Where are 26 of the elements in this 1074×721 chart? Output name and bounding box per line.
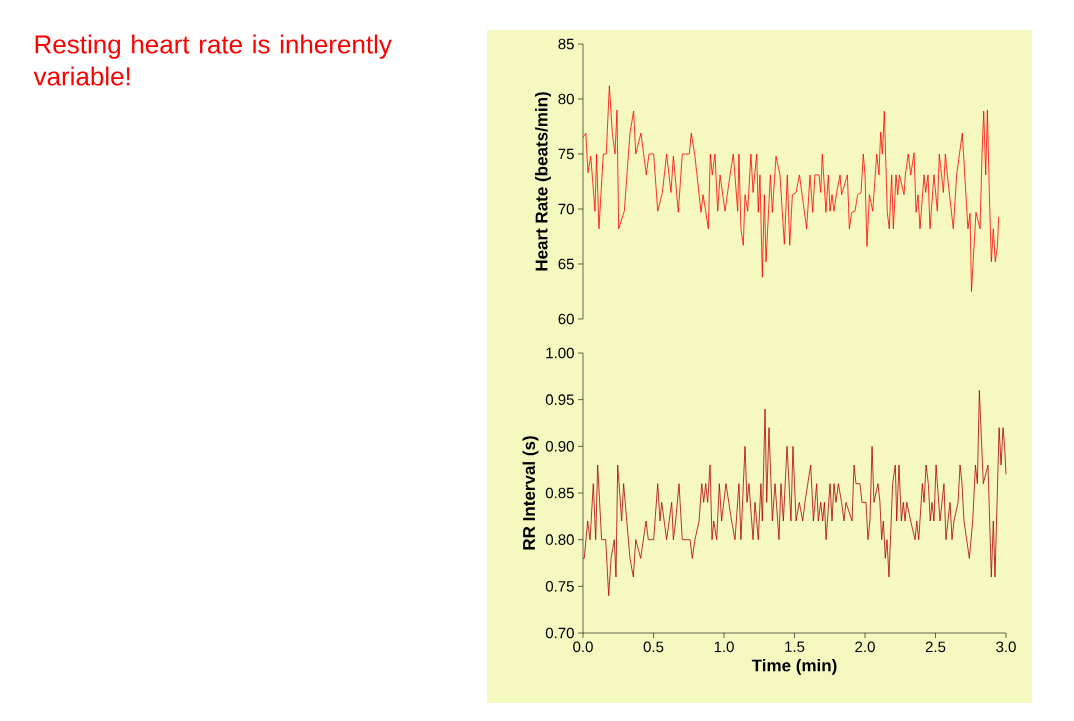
x-tick-label: 3.0 <box>996 641 1016 653</box>
y-tick-label: 0.70 <box>545 627 574 639</box>
x-tick-label: 0.5 <box>643 641 664 653</box>
line-series <box>582 389 1007 597</box>
y-tick-label: 0.90 <box>545 441 574 452</box>
line-series <box>582 85 1000 292</box>
text: Resting heart rate is inherently variable! <box>33 34 392 86</box>
y-tick-label: 0.85 <box>545 487 574 499</box>
x-axis-title: Time (min) <box>751 659 837 675</box>
y-axis-title: RR Interval (s) <box>522 436 539 550</box>
y-tick-label: 0.95 <box>545 394 574 405</box>
y-tick-label: 65 <box>558 258 574 270</box>
y-tick-label: 85 <box>558 38 574 50</box>
x-tick-label: 2.0 <box>855 641 875 653</box>
y-tick-label: 70 <box>558 203 574 215</box>
x-tick-label: 0.0 <box>573 641 593 653</box>
x-tick-label: 1.0 <box>714 641 734 653</box>
y-tick-label: 0.80 <box>545 534 574 545</box>
y-tick-label: 80 <box>558 93 574 105</box>
x-tick-label: 1.5 <box>785 641 805 652</box>
y-tick-label: 0.75 <box>545 581 574 592</box>
y-tick-label: 60 <box>558 313 574 325</box>
y-axis-title: Heart Rate (beats/min) <box>535 92 551 271</box>
y-tick-label: 1.00 <box>546 347 574 359</box>
x-tick-label: 2.5 <box>925 641 946 653</box>
y-tick-label: 75 <box>558 148 574 160</box>
